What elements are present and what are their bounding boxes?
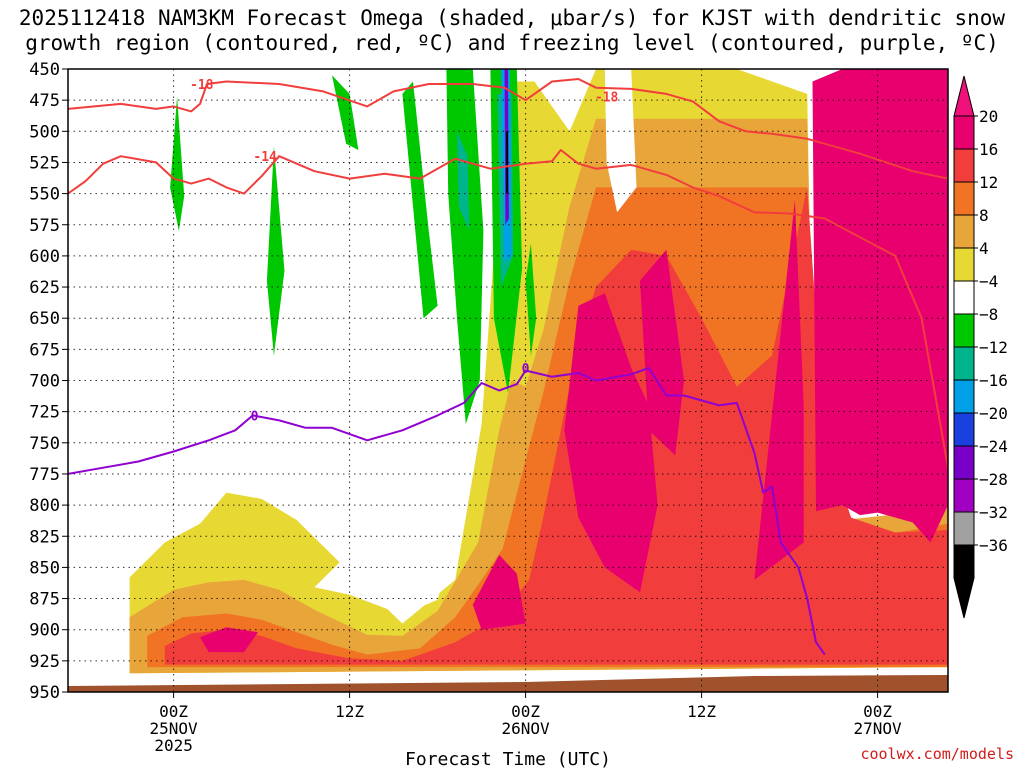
contour-dendritic-minus18 <box>68 78 948 180</box>
x-tick-label: 00Z <box>159 702 188 721</box>
colorbar-swatch <box>953 445 975 480</box>
colorbar-swatch <box>953 214 975 249</box>
colorbar-swatch <box>953 280 975 315</box>
y-tick-label: 825 <box>29 527 60 547</box>
plot-area: -18 -18 -14 0 0 <box>67 68 949 693</box>
y-tick-label: 850 <box>29 558 60 578</box>
omega-region-neg8-12 <box>170 96 185 232</box>
y-tick-label: 525 <box>29 153 60 173</box>
colorbar-swatch <box>953 478 975 513</box>
y-tick-label: 700 <box>29 372 60 392</box>
y-tick-label: 725 <box>29 403 60 423</box>
y-tick-label: 450 <box>29 60 60 80</box>
colorbar-label: 16 <box>979 140 998 159</box>
colorbar-bottom-arrow <box>953 577 975 619</box>
colorbar-swatch <box>953 379 975 414</box>
x-tick-label: 12Z <box>335 702 364 721</box>
y-tick-label: 925 <box>29 652 60 672</box>
omega-region-20-8 <box>754 199 804 580</box>
omega-region-neg4-11 <box>604 69 637 213</box>
colorbar-label: 4 <box>979 239 989 258</box>
y-tick-label: 950 <box>29 683 60 703</box>
colorbar-label: 20 <box>979 107 998 126</box>
colorbar-swatch <box>953 181 975 216</box>
y-tick-label: 575 <box>29 216 60 236</box>
omega-region-neg8-13 <box>266 146 285 356</box>
omega-region-20-9 <box>812 69 948 543</box>
chart-title-line-1: 2025112418 NAM3KM Forecast Omega (shaded… <box>18 6 1006 30</box>
omega-region-neg8-18 <box>525 243 537 356</box>
y-tick-label: 475 <box>29 91 60 111</box>
colorbar-swatch <box>953 346 975 381</box>
y-tick-label: 625 <box>29 278 60 298</box>
colorbar-swatch <box>953 511 975 546</box>
colorbar-label: −12 <box>979 338 1008 357</box>
x-tick-label: 12Z <box>687 702 716 721</box>
colorbar-swatch <box>953 313 975 348</box>
contour-freezing-level-0 <box>68 367 826 656</box>
colorbar-swatch <box>953 412 975 447</box>
contour-label-dendritic-minus18: -18 <box>595 90 619 105</box>
colorbar-label: −32 <box>979 503 1008 522</box>
colorbar-top-arrow <box>953 75 975 117</box>
x-tick-label: 27NOV <box>854 719 903 738</box>
colorbar-label: −36 <box>979 536 1008 555</box>
omega-region-16-3 <box>164 187 948 665</box>
colorbar-legend: 20 16 12 8 4 −4 −8 −12 −16 −20 −24 −28 −32 −36 <box>953 75 1008 619</box>
colorbar-label: −16 <box>979 371 1008 390</box>
y-tick-label: 775 <box>29 465 60 485</box>
x-axis-label: Forecast Time (UTC) <box>405 749 611 768</box>
omega-region-20-4 <box>200 627 259 653</box>
x-tick-label: 00Z <box>511 702 540 721</box>
contour-label-dendritic-minus14: -14 <box>253 150 277 165</box>
y-tick-label: 650 <box>29 309 60 329</box>
colorbar-label: −4 <box>979 272 998 291</box>
omega-region-neg4-10 <box>314 492 464 615</box>
chart-title-line-2: growth region (contoured, red, ºC) and f… <box>25 31 999 55</box>
y-tick-label: 550 <box>29 185 60 205</box>
omega-region-neg8-16 <box>446 69 484 425</box>
colorbar-label: −20 <box>979 404 1008 423</box>
contour-label-freezing-level-0: 0 <box>251 409 259 424</box>
y-tick-label: 875 <box>29 590 60 610</box>
source-credit: coolwx.com/models <box>860 745 1014 763</box>
colorbar-label: −8 <box>979 305 998 324</box>
x-tick-label: 26NOV <box>502 719 551 738</box>
terrain-band <box>68 675 948 692</box>
colorbar-swatch <box>953 148 975 183</box>
y-tick-label: 900 <box>29 621 60 641</box>
x-tick-label: 25NOV <box>150 719 199 738</box>
x-tick-label: 00Z <box>863 702 892 721</box>
y-tick-label: 800 <box>29 496 60 516</box>
colorbar-swatch <box>953 115 975 150</box>
colorbar-label: 8 <box>979 206 989 225</box>
colorbar-label: 12 <box>979 173 998 192</box>
colorbar-swatch <box>953 247 975 282</box>
colorbar-label: −24 <box>979 437 1008 456</box>
contour-label-freezing-level-0: 0 <box>522 362 530 377</box>
y-tick-label: 750 <box>29 434 60 454</box>
colorbar-swatch <box>953 544 975 579</box>
omega-region-neg32-23 <box>506 131 508 194</box>
omega-region-neg8-14 <box>332 75 359 150</box>
omega-region-20-6 <box>564 293 658 593</box>
omega-region-neg8-15 <box>402 81 438 319</box>
contour-label-dendritic-minus18: -18 <box>190 78 214 93</box>
y-tick-label: 500 <box>29 122 60 142</box>
x-tick-label: 2025 <box>154 736 193 755</box>
y-axis-pressure: 450 475 500 525 550 575 600 625 650 675 700 725 750 7… <box>29 60 68 703</box>
y-tick-label: 675 <box>29 340 60 360</box>
omega-region-neg12-19 <box>457 131 470 231</box>
omega-region-20-7 <box>640 249 684 456</box>
contour-dendritic-minus14 <box>68 149 948 468</box>
omega-region-20-5 <box>472 554 526 630</box>
colorbar-label: −28 <box>979 470 1008 489</box>
y-tick-label: 600 <box>29 247 60 267</box>
